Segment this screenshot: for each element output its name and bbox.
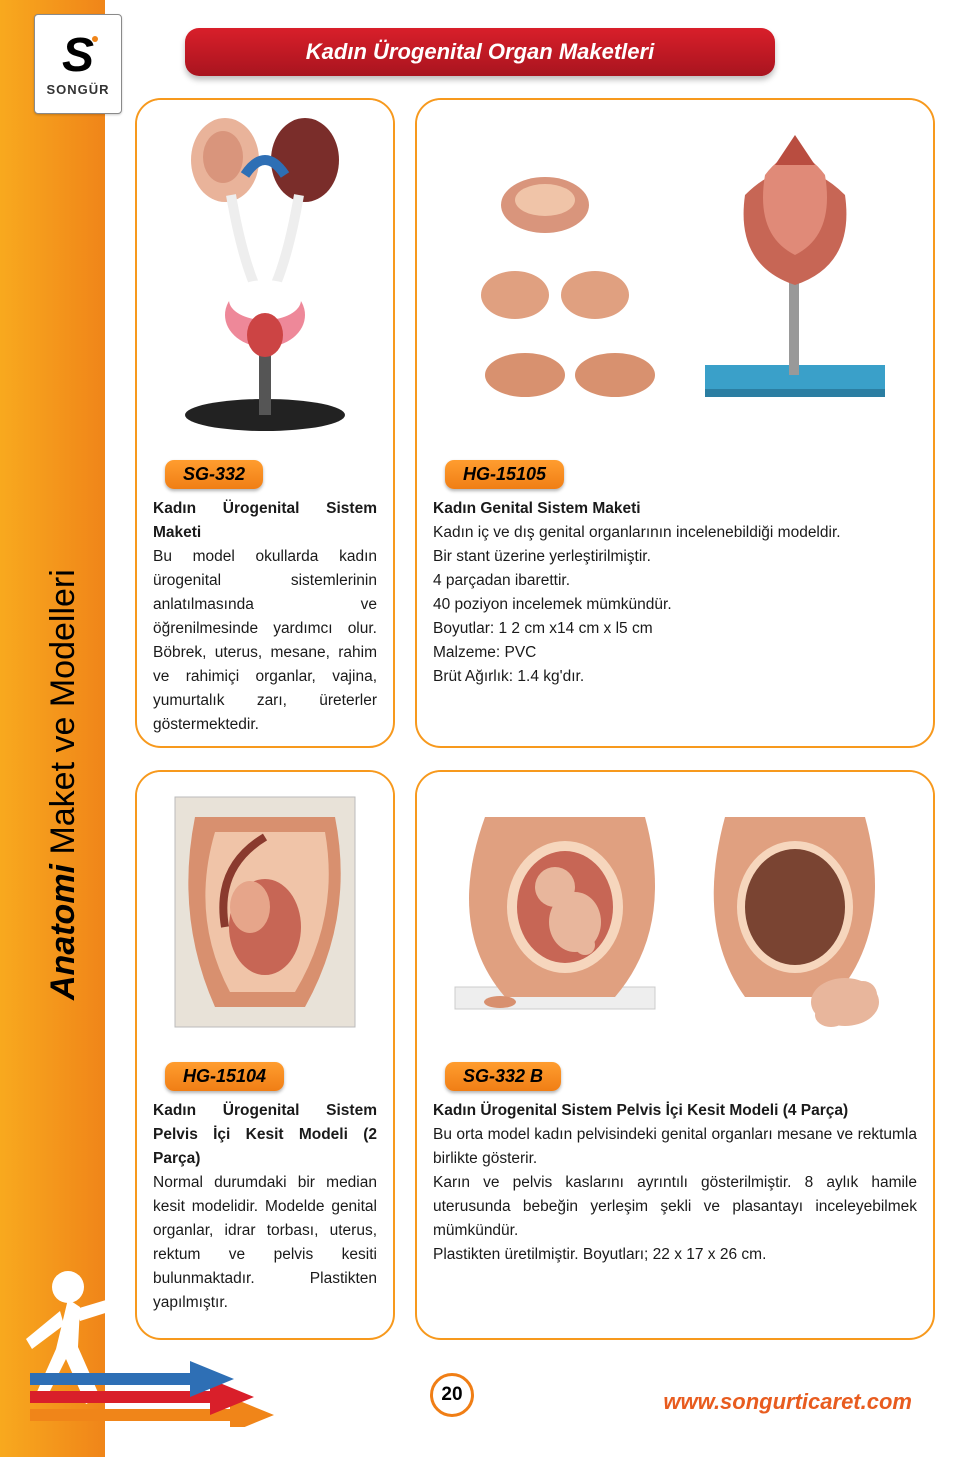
- product-image-sg332: [137, 100, 393, 450]
- product-card-sg332: SG-332 Kadın Ürogenital Sistem Maketi Bu…: [135, 98, 395, 748]
- decorative-arrows-icon: [30, 1357, 290, 1427]
- product-body: HG-15105 Kadın Genital Sistem Maketi Kad…: [417, 450, 933, 707]
- sku-badge: HG-15104: [165, 1062, 284, 1091]
- page-title: Kadın Ürogenital Organ Maketleri: [185, 28, 775, 76]
- logo-letter: S: [62, 32, 94, 80]
- side-title-bold: Anatomi: [44, 855, 82, 1000]
- product-desc: Kadın iç ve dış genital organlarının inc…: [433, 521, 917, 689]
- page-number: 20: [430, 1373, 474, 1417]
- product-title: Kadın Ürogenital Sistem Maketi: [153, 500, 377, 541]
- sku-badge: HG-15105: [445, 460, 564, 489]
- product-body: SG-332 Kadın Ürogenital Sistem Maketi Bu…: [137, 450, 393, 748]
- product-image-sg332b: [417, 772, 933, 1052]
- product-title: Kadın Ürogenital Sistem Pelvis İçi Kesit…: [433, 1102, 848, 1119]
- product-card-sg332b: SG-332 B Kadın Ürogenital Sistem Pelvis …: [415, 770, 935, 1340]
- side-title-rest: Maket ve Modelleri: [44, 569, 82, 854]
- side-category-title: Anatomi Maket ve Modelleri: [44, 569, 83, 1000]
- product-title: Kadın Ürogenital Sistem Pelvis İçi Kesit…: [153, 1102, 377, 1167]
- product-image-hg15105: [417, 100, 933, 450]
- page-number-text: 20: [441, 1384, 462, 1406]
- product-body: HG-15104 Kadın Ürogenital Sistem Pelvis …: [137, 1052, 393, 1333]
- product-image-hg15104: [137, 772, 393, 1052]
- sku-badge: SG-332 B: [445, 1062, 561, 1091]
- product-card-hg15105: HG-15105 Kadın Genital Sistem Maketi Kad…: [415, 98, 935, 748]
- product-desc: Normal durumdaki bir median kesit modeli…: [153, 1171, 377, 1315]
- product-desc: Bu model okullarda kadın ürogenital sist…: [153, 545, 377, 737]
- sku-badge: SG-332: [165, 460, 263, 489]
- product-card-hg15104: HG-15104 Kadın Ürogenital Sistem Pelvis …: [135, 770, 395, 1340]
- product-desc: Bu orta model kadın pelvisindeki genital…: [433, 1123, 917, 1267]
- website-url: www.songurticaret.com: [663, 1389, 912, 1415]
- page-title-text: Kadın Ürogenital Organ Maketleri: [306, 39, 654, 65]
- logo-text: SONGÜR: [46, 82, 109, 97]
- product-body: SG-332 B Kadın Ürogenital Sistem Pelvis …: [417, 1052, 933, 1285]
- product-title: Kadın Genital Sistem Maketi: [433, 500, 641, 517]
- brand-logo: S SONGÜR: [34, 14, 122, 114]
